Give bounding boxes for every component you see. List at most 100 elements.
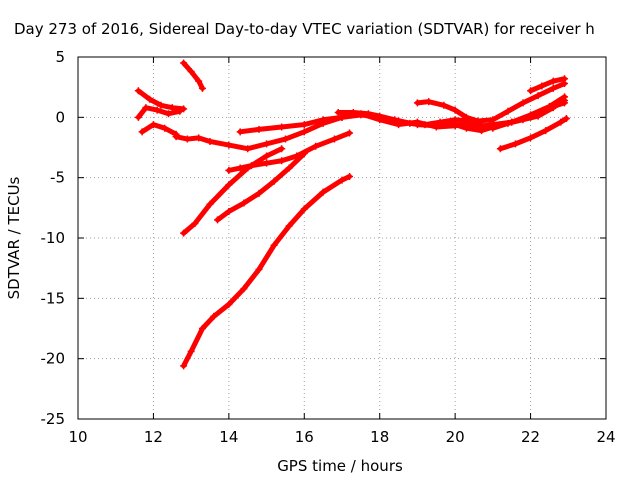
data-point-marker [391,116,399,124]
data-point-marker [247,162,255,170]
data-point-marker [236,128,244,136]
data-point-marker [364,110,372,118]
data-point-marker [183,135,191,143]
y-tick-label: 0 [55,108,65,126]
data-point-marker [421,121,429,129]
data-point-marker [319,116,327,124]
data-point-marker [285,222,293,230]
x-axis-tick-labels: 10 12 14 16 18 20 22 24 [68,428,615,446]
series-10-trace [335,110,473,128]
data-point-marker [300,121,308,129]
data-point-marker [206,137,214,145]
data-point-marker [436,118,444,126]
data-point-marker [210,312,218,320]
data-point-marker [538,82,546,90]
data-point-marker [462,124,470,132]
data-point-marker [172,133,180,141]
data-point-marker [519,116,527,124]
data-point-marker [281,135,289,143]
x-tick-label: 20 [446,428,465,446]
data-point-marker [346,129,354,137]
data-point-marker [263,140,271,148]
series-14-trace [528,76,568,94]
data-point-marker [180,229,188,237]
x-tick-label: 10 [68,428,87,446]
series-9-trace [237,94,568,135]
data-point-marker [334,109,342,117]
data-point-marker [157,101,165,109]
data-point-marker [542,127,550,135]
data-point-marker [225,141,233,149]
data-point-marker [255,189,263,197]
data-point-marker [161,124,169,132]
data-point-marker [349,109,357,117]
data-point-marker [225,181,233,189]
data-point-marker [312,142,320,150]
data-point-marker [187,67,195,75]
data-point-marker [527,87,535,95]
x-tick-label: 22 [521,428,540,446]
data-point-marker [504,107,512,115]
data-point-marker [180,59,188,67]
data-point-marker [198,84,206,92]
y-tick-label: -10 [41,229,66,247]
x-tick-label: 14 [219,428,238,446]
data-point-marker [263,159,271,167]
data-point-marker [142,104,150,112]
data-point-marker [263,152,271,160]
data-point-marker [225,207,233,215]
data-point-marker [440,101,448,109]
data-point-marker [225,300,233,308]
data-point-marker [561,75,569,83]
data-point-marker [300,128,308,136]
data-point-marker [278,145,286,153]
data-point-marker [278,157,286,165]
data-point-marker [240,199,248,207]
data-point-marker [425,98,433,106]
y-axis-tick-labels: -25 -20 -15 -10 -5 0 5 [41,48,66,428]
x-axis-label: GPS time / hours [277,457,403,475]
data-point-marker [549,77,557,85]
x-tick-label: 18 [370,428,389,446]
x-tick-label: 16 [295,428,314,446]
data-point-marker [300,205,308,213]
data-point-marker [187,347,195,355]
data-point-marker [236,164,244,172]
data-point-marker [206,200,214,208]
data-point-marker [240,285,248,293]
data-point-marker [176,107,184,115]
x-tick-label: 12 [144,428,163,446]
y-axis-label: SDTVAR / TECUs [5,176,23,299]
data-point-marker [527,134,535,142]
chart-title: Day 273 of 2016, Sidereal Day-to-day VTE… [14,20,595,38]
data-point-marker [138,128,146,136]
data-point-marker [534,92,542,100]
data-point-marker [478,127,486,135]
data-point-marker [504,119,512,127]
data-point-marker [376,112,384,120]
y-tick-label: -20 [41,350,66,368]
data-point-marker [511,140,519,148]
data-point-marker [225,166,233,174]
series-4-trace [181,60,205,91]
data-point-marker [270,241,278,249]
data-point-marker [195,134,203,142]
data-point-marker [406,119,414,127]
y-tick-label: -15 [41,289,66,307]
data-point-marker [149,121,157,129]
data-point-marker [489,123,497,131]
y-tick-label: -5 [50,169,65,187]
data-point-marker [134,87,142,95]
data-point-marker [549,104,557,112]
data-point-marker [534,112,542,120]
data-point-marker [496,145,504,153]
data-point-marker [198,325,206,332]
data-point-marker [330,135,338,143]
data-point-marker [153,106,161,114]
data-point-marker [278,123,286,131]
y-tick-label: -25 [41,410,66,428]
data-point-marker [244,145,252,153]
data-point-marker [168,104,176,112]
data-point-marker [214,216,222,224]
